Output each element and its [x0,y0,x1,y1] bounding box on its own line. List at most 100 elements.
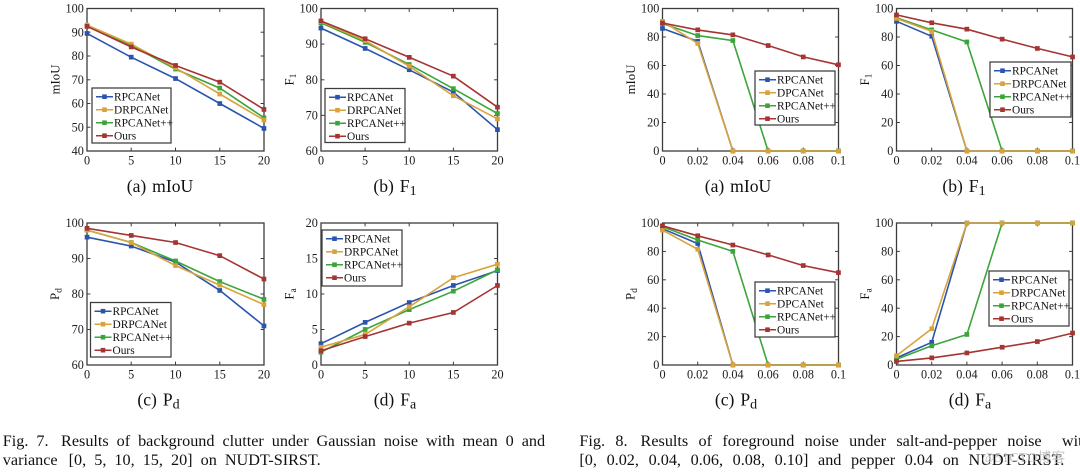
svg-text:RPCANet++: RPCANet++ [113,332,172,344]
svg-text:Ours: Ours [1011,314,1034,326]
svg-text:RPCANet: RPCANet [1011,275,1058,287]
svg-text:0: 0 [84,154,90,168]
svg-text:100: 100 [641,2,659,16]
svg-text:100: 100 [66,2,84,16]
svg-text:Ours: Ours [1012,105,1035,117]
svg-text:Ours: Ours [347,131,370,143]
svg-text:5: 5 [312,323,318,337]
svg-text:Ours: Ours [777,325,800,337]
svg-text:70: 70 [72,73,84,87]
svg-text:20: 20 [258,154,270,168]
svg-text:Fa: Fa [283,288,300,300]
svg-text:mIoU: mIoU [49,65,63,95]
svg-text:0: 0 [653,144,659,158]
svg-text:0.06: 0.06 [757,368,778,382]
svg-text:5: 5 [128,368,134,382]
svg-text:15: 15 [306,252,318,266]
svg-text:60: 60 [72,97,84,111]
svg-text:RPCANet: RPCANet [1012,66,1059,78]
svg-text:0.1: 0.1 [1065,154,1080,168]
svg-text:Pd: Pd [48,288,65,300]
svg-text:0: 0 [659,154,665,168]
svg-text:Ours: Ours [113,345,136,357]
svg-text:40: 40 [647,301,659,315]
svg-text:0: 0 [893,368,899,382]
svg-text:RPCANet: RPCANet [113,306,160,318]
svg-text:20: 20 [647,330,659,344]
svg-text:0.08: 0.08 [793,154,814,168]
svg-text:0.02: 0.02 [687,368,708,382]
svg-text:20: 20 [491,154,503,168]
svg-text:DRPCANet: DRPCANet [114,105,169,117]
svg-text:40: 40 [72,144,84,158]
svg-text:90: 90 [306,37,318,51]
svg-text:0.06: 0.06 [991,368,1012,382]
svg-text:40: 40 [881,87,893,101]
svg-text:(b) F1: (b) F1 [942,176,985,199]
svg-text:Fa: Fa [858,288,875,300]
svg-text:RPCANet: RPCANet [777,286,824,298]
svg-text:DRPCANet: DRPCANet [1011,288,1066,300]
svg-text:0.02: 0.02 [921,154,942,168]
svg-text:10: 10 [169,154,181,168]
svg-text:20: 20 [491,368,503,382]
svg-text:90: 90 [72,252,84,266]
svg-text:80: 80 [72,49,84,63]
svg-text:Ours: Ours [777,114,800,126]
svg-text:0.08: 0.08 [1027,154,1048,168]
svg-text:90: 90 [72,25,84,39]
svg-text:0: 0 [318,154,324,168]
svg-text:DRPCANet: DRPCANet [113,319,168,331]
svg-text:80: 80 [72,287,84,301]
svg-text:(d) Fa: (d) Fa [374,390,417,413]
svg-text:60: 60 [647,59,659,73]
svg-text:(c) Pd: (c) Pd [715,390,757,413]
svg-text:80: 80 [647,30,659,44]
svg-text:(a) mIoU: (a) mIoU [705,176,772,196]
svg-text:80: 80 [306,73,318,87]
svg-text:(b) F1: (b) F1 [373,176,416,199]
svg-text:10: 10 [169,368,181,382]
svg-text:20: 20 [881,116,893,130]
svg-text:DRPCANet: DRPCANet [1012,79,1067,91]
svg-text:RPCANet: RPCANet [344,234,391,246]
svg-text:60: 60 [647,273,659,287]
svg-text:10: 10 [403,368,415,382]
svg-text:DRPCANet: DRPCANet [344,247,399,259]
svg-text:Ours: Ours [344,273,367,285]
svg-text:100: 100 [66,216,84,230]
svg-text:20: 20 [647,116,659,130]
svg-text:40: 40 [881,301,893,315]
svg-text:0: 0 [659,368,665,382]
svg-text:60: 60 [306,144,318,158]
svg-text:0.1: 0.1 [831,368,846,382]
svg-text:DRPCANet: DRPCANet [347,105,402,117]
svg-text:0.04: 0.04 [956,368,977,382]
svg-text:0: 0 [318,368,324,382]
svg-text:RPCANet++: RPCANet++ [344,260,403,272]
svg-text:50: 50 [72,120,84,134]
svg-text:0.08: 0.08 [793,368,814,382]
svg-text:0.04: 0.04 [722,368,743,382]
svg-text:0.1: 0.1 [831,154,846,168]
svg-text:0: 0 [84,368,90,382]
svg-text:60: 60 [881,273,893,287]
svg-text:15: 15 [214,368,226,382]
svg-text:15: 15 [447,154,459,168]
svg-text:0.04: 0.04 [956,154,977,168]
svg-text:20: 20 [258,368,270,382]
svg-text:80: 80 [881,245,893,259]
svg-text:Ours: Ours [114,131,137,143]
svg-text:0: 0 [653,358,659,372]
svg-text:RPCANet++: RPCANet++ [347,118,406,130]
svg-text:(c) Pd: (c) Pd [137,390,179,413]
svg-text:5: 5 [362,154,368,168]
svg-text:60: 60 [72,358,84,372]
svg-text:0.06: 0.06 [991,154,1012,168]
svg-text:80: 80 [647,245,659,259]
svg-text:5: 5 [128,154,134,168]
svg-text:10: 10 [403,154,415,168]
svg-text:100: 100 [300,2,318,16]
svg-text:RPCANet++: RPCANet++ [1011,301,1070,313]
svg-text:5: 5 [362,368,368,382]
